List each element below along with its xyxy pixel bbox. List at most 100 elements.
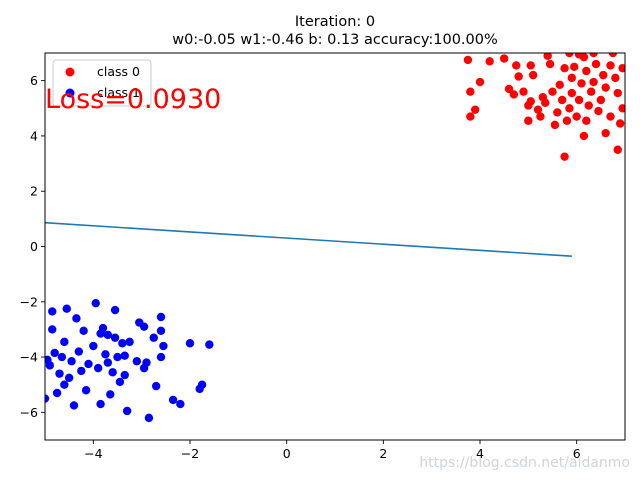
point-class-1: [108, 368, 117, 377]
point-class-1: [89, 341, 98, 351]
point-class-1: [139, 322, 149, 331]
point-class-1: [159, 341, 168, 351]
x-tick-label: −2: [181, 446, 199, 461]
point-class-1: [91, 298, 100, 308]
point-class-1: [101, 350, 110, 359]
point-class-0: [543, 53, 552, 60]
point-class-0: [574, 95, 584, 105]
point-class-1: [120, 370, 129, 380]
point-class-0: [524, 116, 533, 125]
point-class-1: [60, 337, 69, 347]
legend-label-class-1: class 1: [97, 85, 140, 100]
point-class-1: [185, 339, 195, 348]
point-class-0: [499, 54, 509, 63]
point-class-0: [514, 72, 523, 81]
chart-title: Iteration: 0: [295, 14, 375, 30]
point-class-1: [103, 358, 113, 367]
point-class-0: [557, 95, 567, 105]
data-layer: [45, 53, 625, 423]
point-class-1: [110, 305, 120, 315]
y-tick-label: −6: [20, 405, 38, 420]
point-class-0: [560, 64, 569, 73]
point-class-0: [572, 112, 581, 121]
point-class-0: [606, 112, 615, 121]
point-class-1: [62, 304, 71, 313]
point-class-0: [567, 73, 577, 83]
point-class-0: [615, 119, 625, 128]
point-class-1: [156, 326, 166, 336]
point-class-0: [565, 104, 574, 113]
point-class-1: [45, 394, 50, 403]
point-class-1: [125, 337, 134, 347]
point-class-0: [560, 152, 569, 161]
point-class-1: [60, 380, 69, 389]
point-class-0: [618, 104, 625, 113]
point-class-0: [584, 101, 593, 110]
point-class-0: [613, 88, 622, 98]
y-tick-label: 4: [30, 128, 38, 143]
point-class-0: [579, 131, 589, 141]
point-class-1: [64, 373, 74, 383]
point-class-0: [586, 87, 596, 96]
point-class-0: [475, 77, 485, 87]
point-class-1: [93, 363, 103, 373]
point-class-1: [144, 413, 154, 423]
x-tick-label: 0: [283, 446, 291, 461]
point-class-0: [463, 55, 473, 65]
point-class-1: [142, 358, 151, 367]
point-class-1: [81, 386, 91, 395]
point-class-1: [149, 333, 158, 342]
point-class-0: [466, 112, 475, 121]
point-class-0: [606, 61, 615, 70]
point-class-0: [589, 53, 598, 58]
point-class-0: [601, 128, 610, 138]
point-class-1: [103, 330, 113, 340]
chart-subtitle: w0:-0.05 w1:-0.46 b: 0.13 accuracy:100.0…: [172, 32, 498, 48]
point-class-1: [156, 312, 166, 322]
point-class-0: [553, 108, 562, 117]
x-tick-label: 6: [573, 446, 581, 461]
point-class-1: [96, 399, 105, 409]
point-class-0: [526, 61, 535, 70]
point-class-0: [567, 88, 577, 98]
loss-annotation: Loss=0.0930: [45, 84, 221, 115]
point-class-1: [106, 390, 115, 399]
point-class-1: [45, 355, 52, 365]
point-class-1: [48, 325, 57, 334]
point-class-0: [512, 61, 521, 70]
legend-marker-class-1: [65, 88, 75, 98]
point-class-0: [582, 116, 591, 125]
point-class-0: [574, 53, 584, 59]
x-tick-label: 2: [379, 446, 387, 461]
point-class-0: [485, 57, 494, 66]
point-class-1: [205, 340, 214, 349]
point-class-0: [613, 145, 622, 154]
x-tick-label: 4: [476, 446, 484, 461]
point-class-1: [48, 307, 57, 316]
point-class-0: [596, 95, 606, 105]
point-class-0: [550, 120, 560, 130]
point-class-0: [589, 77, 598, 87]
point-class-1: [115, 377, 125, 387]
watermark: https://blog.csdn.net/aidanmo: [419, 455, 630, 471]
point-class-0: [526, 97, 535, 106]
legend-marker-class-0: [65, 67, 75, 77]
point-class-1: [110, 333, 120, 342]
point-class-0: [611, 73, 620, 83]
point-class-1: [55, 369, 64, 378]
point-class-0: [470, 105, 480, 114]
point-class-0: [608, 53, 618, 58]
point-class-0: [577, 79, 586, 88]
point-class-1: [168, 395, 178, 405]
point-class-1: [176, 399, 185, 409]
legend-label-class-0: class 0: [97, 64, 140, 79]
point-class-0: [570, 62, 579, 72]
point-class-0: [594, 106, 603, 116]
y-tick-label: 0: [30, 239, 38, 254]
point-class-0: [591, 59, 601, 69]
x-tick-label: −4: [84, 446, 102, 461]
point-class-1: [122, 406, 132, 416]
point-class-1: [52, 388, 62, 398]
point-class-0: [509, 90, 519, 99]
y-tick-label: −4: [20, 350, 38, 365]
